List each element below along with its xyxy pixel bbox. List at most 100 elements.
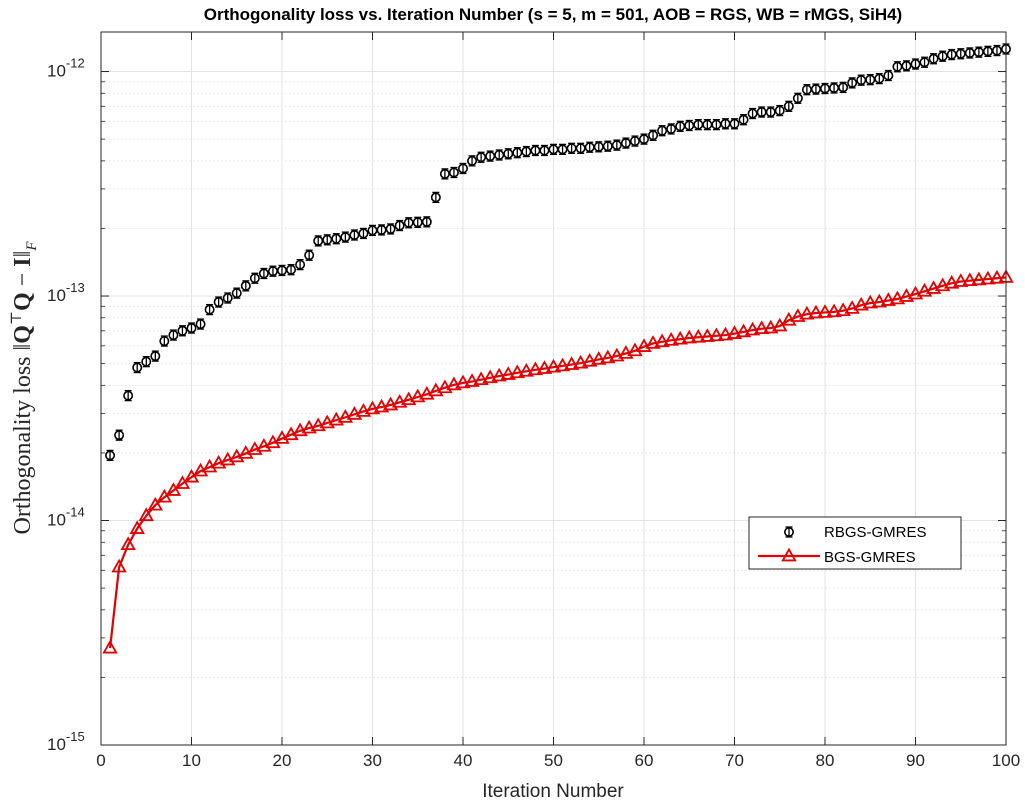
data-point <box>437 379 453 394</box>
x-tick-label: 30 <box>363 751 382 770</box>
data-point <box>783 100 794 112</box>
data-point <box>186 322 197 334</box>
data-point <box>545 358 562 373</box>
data-point <box>971 271 987 286</box>
x-axis-label: Iteration Number <box>482 781 624 801</box>
data-point <box>448 166 459 179</box>
data-point <box>123 389 134 402</box>
data-point <box>907 285 924 300</box>
data-point <box>410 388 426 403</box>
data-point <box>168 329 179 341</box>
data-point <box>430 191 441 204</box>
data-point <box>989 269 1005 284</box>
data-point <box>762 319 779 334</box>
data-point <box>457 162 468 175</box>
legend-marker-rbgs-gmres <box>783 526 794 538</box>
y-axis-label-transpose: ⊤ <box>9 311 25 325</box>
data-point <box>636 338 652 352</box>
data-point <box>648 129 659 141</box>
data-point <box>219 451 236 466</box>
data-point <box>518 362 535 377</box>
data-point <box>301 419 317 434</box>
data-point <box>111 558 127 573</box>
data-point <box>156 488 173 503</box>
data-point <box>240 280 251 292</box>
data-point <box>690 328 707 343</box>
data-point <box>132 361 143 374</box>
y-axis-label: Orthogonality loss ‖Q⊤Q − I‖F <box>9 241 40 535</box>
data-point <box>799 305 815 320</box>
data-point <box>295 258 306 271</box>
data-point <box>708 327 725 342</box>
data-point <box>693 118 704 131</box>
data-point <box>611 139 622 151</box>
data-point <box>421 216 432 228</box>
data-point <box>853 296 869 311</box>
x-tick-label: 50 <box>544 751 563 770</box>
data-point <box>385 223 396 235</box>
data-point <box>928 53 939 65</box>
data-point <box>638 133 649 145</box>
data-point <box>880 292 897 306</box>
data-point <box>943 274 960 289</box>
y-tick-label: 10-14 <box>47 505 85 530</box>
data-point <box>898 288 915 302</box>
data-point <box>247 441 263 455</box>
data-point <box>455 374 471 389</box>
data-point <box>391 394 408 408</box>
data-point <box>591 351 607 365</box>
data-point <box>609 347 625 362</box>
data-point <box>753 320 770 335</box>
data-point <box>645 335 661 349</box>
data-point <box>953 273 969 287</box>
data-point <box>536 360 553 374</box>
data-point <box>286 264 297 276</box>
data-point <box>629 135 640 147</box>
data-point <box>373 398 390 413</box>
data-point <box>102 639 118 654</box>
y-axis-label-q2: Q <box>10 292 36 311</box>
data-point <box>509 364 526 379</box>
legend-label-rbgs-gmres: RBGS-GMRES <box>824 524 927 541</box>
data-point <box>792 92 803 104</box>
data-point <box>467 155 478 167</box>
data-point <box>554 357 571 372</box>
data-point <box>310 417 326 432</box>
data-point <box>883 69 894 82</box>
data-point <box>159 335 170 347</box>
data-point <box>258 267 269 280</box>
data-point <box>337 409 354 423</box>
data-point <box>892 61 903 73</box>
data-point <box>925 280 942 294</box>
series-rbgs-gmres <box>105 43 1011 462</box>
data-point <box>340 231 351 243</box>
data-point <box>919 56 930 68</box>
data-point <box>105 449 116 462</box>
x-tick-label: 40 <box>454 751 473 770</box>
data-point <box>726 325 743 339</box>
data-point <box>955 48 966 60</box>
data-point <box>204 303 215 316</box>
data-point <box>328 411 345 426</box>
data-point <box>210 454 227 469</box>
x-tick-label: 100 <box>992 751 1020 770</box>
legend-marker-bgs-gmres <box>758 547 820 562</box>
data-point <box>147 496 164 511</box>
data-point <box>774 104 785 117</box>
data-point <box>889 290 906 305</box>
series-layer <box>102 43 1014 654</box>
data-point <box>150 350 161 362</box>
data-point <box>120 536 136 551</box>
data-point <box>838 81 849 94</box>
data-point <box>319 414 335 429</box>
data-point <box>808 304 824 319</box>
data-point <box>138 507 154 522</box>
data-point <box>355 403 372 417</box>
legend-label-bgs-gmres: BGS-GMRES <box>824 549 916 566</box>
data-point <box>699 328 716 342</box>
data-point <box>177 325 188 337</box>
data-point <box>835 302 851 317</box>
data-point <box>756 106 767 118</box>
data-point <box>910 58 921 70</box>
